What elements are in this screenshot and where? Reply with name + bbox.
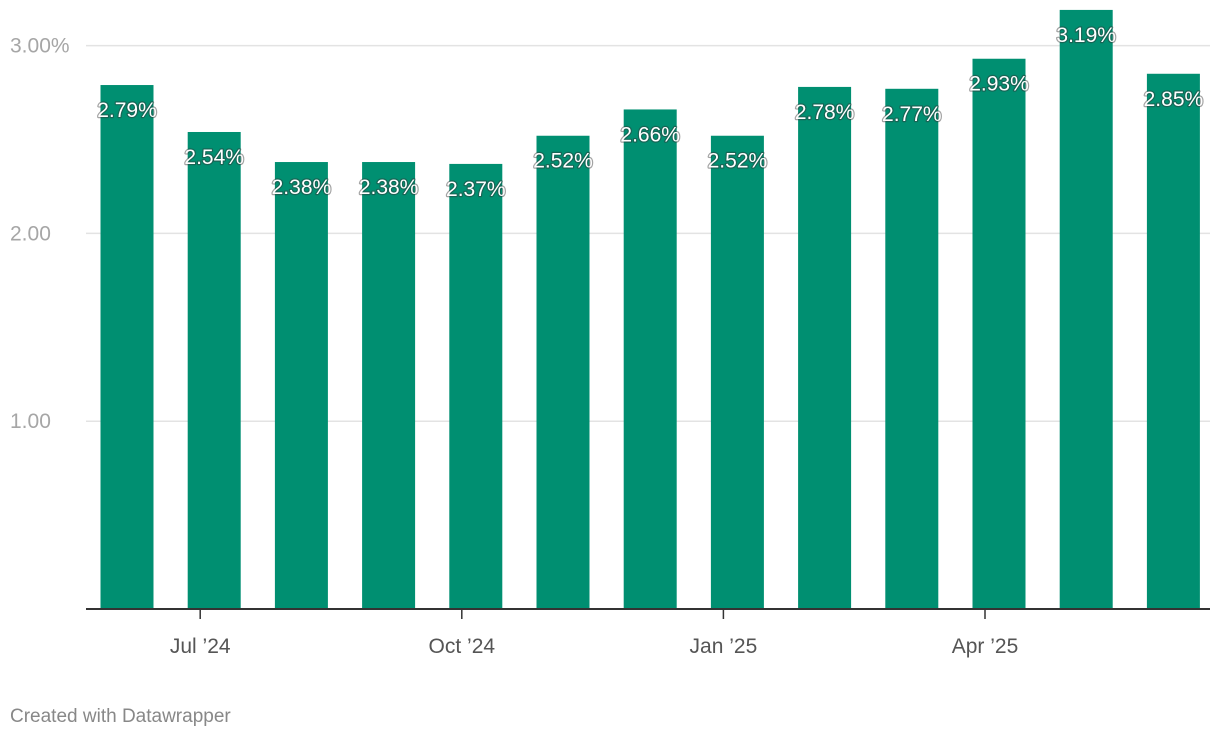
- bar: [972, 58, 1026, 610]
- data-label: 2.52%: [708, 150, 768, 173]
- bar: [1059, 9, 1113, 609]
- bar: [1146, 73, 1200, 609]
- x-tick-label: Apr ’25: [952, 635, 1019, 658]
- y-tick-label: 1.00: [10, 410, 51, 433]
- x-tick-label: Jan ’25: [690, 635, 758, 658]
- data-label: 2.85%: [1144, 88, 1204, 111]
- bar: [710, 135, 764, 609]
- bar: [885, 88, 939, 609]
- data-label: 2.37%: [446, 178, 506, 201]
- data-label: 3.19%: [1056, 24, 1116, 47]
- data-label: 2.38%: [272, 176, 332, 199]
- bar: [362, 162, 416, 609]
- bar: [536, 135, 590, 609]
- bar: [100, 85, 154, 609]
- data-label: 2.78%: [795, 101, 855, 124]
- data-labels: 2.79% 2.54% 2.38% 2.38% 2.37% 2.52% 2.66% 2.52%…: [96, 23, 1204, 202]
- data-label: 2.79%: [97, 99, 157, 122]
- x-tick-label: Oct ’24: [429, 635, 496, 658]
- data-label: 2.93%: [969, 73, 1029, 96]
- x-tick-label: Jul ’24: [170, 635, 231, 658]
- data-label: 2.38%: [359, 176, 419, 199]
- data-label: 2.77%: [882, 103, 942, 126]
- bar: [623, 109, 677, 610]
- data-label: 2.54%: [184, 146, 244, 169]
- bar: [449, 163, 503, 609]
- y-tick-label: 3.00%: [10, 35, 70, 58]
- y-tick-label: 2.00: [10, 222, 51, 245]
- axes: 1.00 2.00 3.00% Jul ’24 Oct ’24 Jan ’25 Apr ’2…: [10, 35, 1210, 658]
- bars: [100, 9, 1200, 610]
- bar: [187, 131, 241, 609]
- data-label: 2.52%: [533, 150, 593, 173]
- data-label: 2.66%: [620, 123, 680, 146]
- bar: [274, 162, 328, 609]
- credit-text: Created with Datawrapper: [10, 706, 231, 727]
- bar: [798, 86, 852, 609]
